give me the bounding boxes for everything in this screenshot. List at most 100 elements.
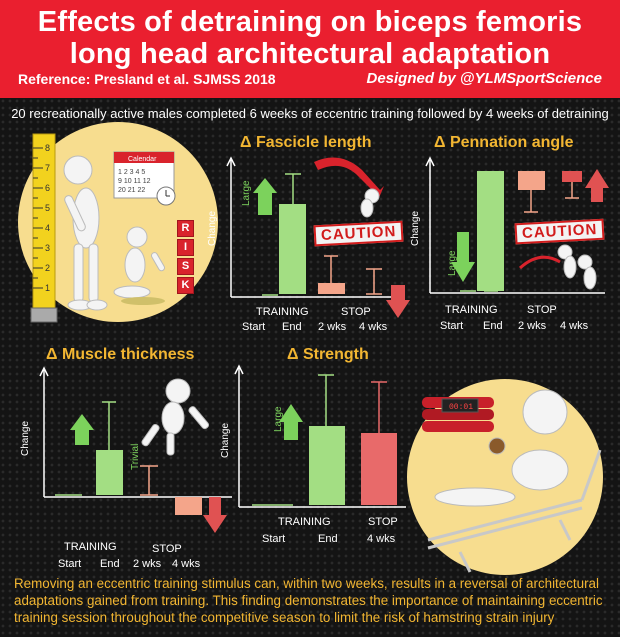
fascicle-down-arrow-icon bbox=[386, 285, 410, 318]
pennation-tick-4wks: 4 wks bbox=[560, 320, 589, 332]
svg-text:3: 3 bbox=[45, 243, 50, 253]
strength-whisker-4wks bbox=[371, 381, 387, 433]
strength-tick-start: Start bbox=[262, 533, 286, 545]
thickness-bar-end bbox=[96, 450, 123, 495]
fascicle-tick-2wks: 2 wks bbox=[318, 321, 347, 333]
thickness-stop-label: STOP bbox=[152, 543, 182, 555]
thickness-whisker-2wks bbox=[140, 465, 158, 496]
strength-title: Δ Strength bbox=[287, 346, 369, 363]
pennation-stop-label: STOP bbox=[527, 304, 557, 316]
sitting-figure-icon bbox=[113, 226, 165, 299]
study-description: 20 recreationally active males completed… bbox=[11, 106, 609, 121]
standing-figure-icon bbox=[63, 155, 108, 311]
risk-block-s: S bbox=[177, 258, 194, 275]
svg-text:1 2 3 4 5: 1 2 3 4 5 bbox=[118, 169, 145, 176]
pennation-training-label: TRAINING bbox=[445, 304, 498, 316]
fascicle-bar-end bbox=[279, 204, 306, 294]
svg-text:8: 8 bbox=[45, 143, 50, 153]
svg-text:1: 1 bbox=[45, 283, 50, 293]
thickness-up-arrow-icon bbox=[70, 414, 94, 445]
thickness-tick-4wks: 4 wks bbox=[172, 558, 201, 570]
pennation-up-arrow-icon bbox=[585, 169, 609, 202]
strength-bar-end bbox=[309, 426, 345, 505]
pennation-whisker-4wks bbox=[565, 182, 579, 199]
thickness-tick-end: End bbox=[100, 558, 120, 570]
fascicle-whisker-end bbox=[285, 173, 301, 204]
pennation-chart-marks bbox=[451, 169, 609, 292]
pennation-effect-label: Large bbox=[447, 250, 458, 276]
dynamite-icon bbox=[422, 397, 494, 432]
pennation-whisker-2wks bbox=[524, 190, 538, 213]
thickness-effect-label: Trivial bbox=[130, 443, 141, 470]
banana-peel-icon bbox=[121, 297, 165, 305]
strength-training-label: TRAINING bbox=[278, 516, 331, 528]
lounge-chair-icon bbox=[427, 449, 602, 573]
relaxing-figure-icon bbox=[434, 389, 569, 507]
pennation-title: Δ Pennation angle bbox=[434, 134, 574, 151]
fascicle-bar-2wks bbox=[318, 283, 345, 294]
pennation-ylabel: Change bbox=[410, 210, 421, 246]
fascicle-stop-label: STOP bbox=[341, 306, 371, 318]
fascicle-effect-label: Large bbox=[241, 180, 252, 206]
thickness-tick-2wks: 2 wks bbox=[133, 558, 162, 570]
strength-whisker-end bbox=[318, 374, 334, 426]
fascicle-tick-start: Start bbox=[242, 321, 266, 333]
header-banner bbox=[0, 0, 620, 98]
strength-up-arrow-icon bbox=[279, 404, 303, 440]
timer-display: 00:01 bbox=[449, 403, 473, 412]
svg-text:2: 2 bbox=[45, 263, 50, 273]
pulling-figure-icon bbox=[360, 188, 380, 218]
strength-chart-marks bbox=[252, 374, 397, 506]
risk-block-r: R bbox=[177, 220, 194, 237]
svg-text:9 10 11 12: 9 10 11 12 bbox=[118, 178, 151, 185]
risk-block-k: K bbox=[177, 277, 194, 294]
chart-axes bbox=[39, 156, 605, 508]
pennation-down-arrow-icon bbox=[451, 232, 475, 282]
strength-stop-label: STOP bbox=[368, 516, 398, 528]
thickness-tick-start: Start bbox=[58, 558, 82, 570]
fascicle-tick-4wks: 4 wks bbox=[359, 321, 388, 333]
conclusion-text: Removing an eccentric training stimulus … bbox=[14, 576, 603, 625]
title-line-2: long head architectural adaptation bbox=[69, 38, 551, 70]
fascicle-tick-end: End bbox=[282, 321, 302, 333]
svg-text:4: 4 bbox=[45, 223, 50, 233]
svg-text:6: 6 bbox=[45, 183, 50, 193]
thickness-whisker-end bbox=[102, 401, 116, 450]
dancing-figure-icon bbox=[141, 378, 210, 456]
strength-bar-4wks bbox=[361, 433, 397, 505]
fascicle-training-label: TRAINING bbox=[256, 306, 309, 318]
pennation-bar-end bbox=[477, 171, 504, 291]
thickness-ylabel: Change bbox=[20, 420, 31, 456]
thickness-chart-marks bbox=[55, 401, 227, 533]
strength-tick-end: End bbox=[318, 533, 338, 545]
pennation-ribbon-icon bbox=[518, 255, 561, 270]
svg-text:5: 5 bbox=[45, 203, 50, 213]
risk-block-i: I bbox=[177, 239, 194, 256]
pushing-figures-icon bbox=[557, 244, 597, 290]
thickness-training-label: TRAINING bbox=[64, 541, 117, 553]
strength-effect-label: Large bbox=[273, 406, 284, 432]
fascicle-chart-marks bbox=[253, 173, 410, 318]
fascicle-whisker-4wks bbox=[366, 268, 382, 295]
thickness-bar-4wks bbox=[175, 497, 202, 515]
measuring-tape-icon: 8 7 6 5 4 3 2 1 bbox=[30, 133, 58, 323]
credit-text: Designed by @YLMSportScience bbox=[366, 70, 602, 87]
svg-text:7: 7 bbox=[45, 163, 50, 173]
thickness-title: Δ Muscle thickness bbox=[46, 346, 195, 363]
strength-tick-4wks: 4 wks bbox=[367, 533, 396, 545]
pennation-whisker-end bbox=[484, 288, 498, 292]
fascicle-whisker-2wks bbox=[324, 255, 338, 283]
page-title: Effects of detraining on biceps femoris … bbox=[0, 6, 620, 70]
fascicle-title: Δ Fascicle length bbox=[240, 134, 372, 151]
calendar-label: Calendar bbox=[128, 156, 157, 163]
pennation-tick-end: End bbox=[483, 320, 503, 332]
pennation-tick-2wks: 2 wks bbox=[518, 320, 547, 332]
pennation-bar-4wks bbox=[562, 171, 582, 182]
strength-ylabel: Change bbox=[220, 422, 231, 458]
fascicle-up-arrow-icon bbox=[253, 178, 277, 215]
pennation-tick-start: Start bbox=[440, 320, 464, 332]
pennation-bar-2wks bbox=[518, 171, 545, 190]
title-line-1: Effects of detraining on biceps femoris bbox=[37, 6, 583, 38]
